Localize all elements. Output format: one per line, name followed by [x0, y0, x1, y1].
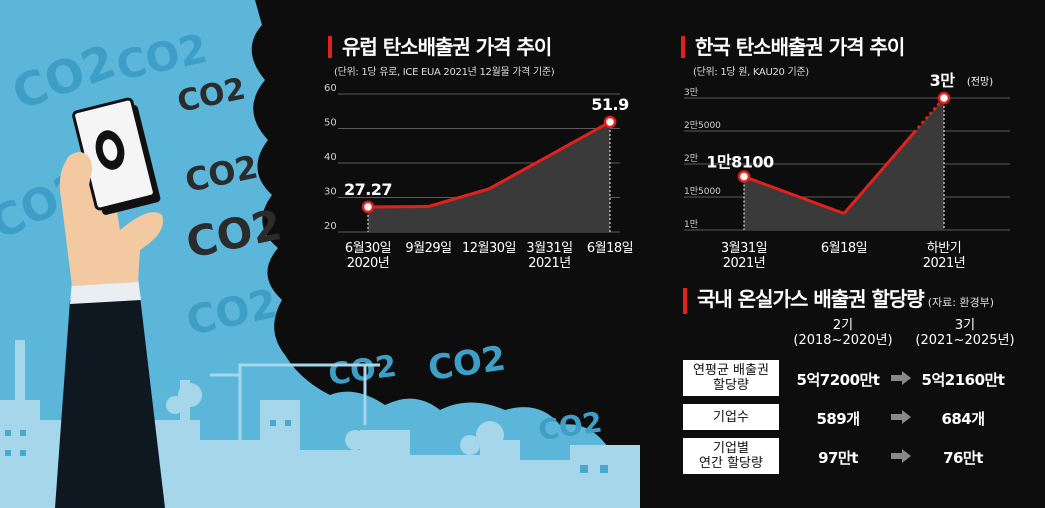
thumb — [64, 152, 92, 200]
eu-series-line — [488, 154, 551, 191]
building-window — [270, 420, 276, 426]
building — [480, 440, 520, 508]
kr-chart-title: 한국 탄소배출권 가격 추이 — [681, 36, 905, 58]
building-window — [600, 465, 608, 473]
smoke-puff — [178, 383, 202, 407]
eu-y-tick: 60 — [324, 83, 337, 94]
kr-y-tick: 1만5000 — [684, 186, 721, 197]
building-window — [5, 430, 11, 436]
eu-chart-subtitle: (단위: 1당 유로, ICE EUA 2021년 12월물 가격 기준) — [334, 67, 555, 78]
kr-y-tick: 2만5000 — [684, 120, 721, 131]
table-row: 기업수 589개 684개 — [683, 404, 1013, 430]
kr-y-tick: 2만 — [684, 153, 698, 164]
phase3-value: 684개 — [941, 410, 985, 428]
eu-y-tick: 20 — [324, 221, 337, 232]
kr-x-tick: 6월18일 — [821, 241, 867, 256]
arrow-right-icon — [891, 410, 911, 424]
table-row: 기업별 연간 할당량 97만t 76만t — [683, 438, 1013, 474]
kr-x-tick: 2021년 — [723, 256, 766, 271]
eu-data-point — [361, 200, 375, 214]
eu-x-tick: 2020년 — [347, 256, 390, 271]
eu-data-point — [603, 115, 617, 129]
phase2-value: 589개 — [816, 410, 860, 428]
kr-x-tick: 하반기 — [927, 241, 961, 256]
building-window — [285, 420, 291, 426]
kr-y-tick: 1만 — [684, 219, 698, 230]
kr-data-label: 1만8100 — [706, 153, 774, 172]
kr-series-line — [743, 175, 845, 215]
allocation-title: 국내 온실가스 배출권 할당량 (자료: 환경부) — [683, 288, 994, 314]
smoke-puff — [166, 396, 184, 414]
eu-x-tick: 12월30일 — [462, 241, 516, 256]
kr-y-tick: 3만 — [684, 87, 698, 98]
kr-chart-subtitle: (단위: 1당 원, KAU20 기준) — [693, 67, 809, 78]
eu-y-tick: 30 — [324, 187, 337, 198]
eu-x-tick: 6월30일 — [345, 241, 391, 256]
phase3-value: 5억2160만t — [921, 371, 1005, 389]
building-window — [580, 465, 588, 473]
smoke-puff — [476, 421, 504, 449]
eu-area — [368, 121, 610, 232]
eu-x-tick: 2021년 — [528, 256, 571, 271]
phase3-value: 76만t — [943, 449, 983, 467]
crane — [210, 363, 380, 508]
building — [360, 430, 410, 508]
kr-data-label: 3만 — [930, 71, 956, 90]
smoke-puff — [460, 435, 480, 455]
kr-area — [744, 98, 944, 230]
eu-data-label: 27.27 — [344, 180, 392, 199]
eu-y-tick: 40 — [324, 152, 337, 163]
arrow-right-icon — [891, 371, 911, 385]
building-window — [5, 450, 11, 456]
eu-data-label: 51.9 — [591, 95, 629, 114]
building-window — [20, 430, 26, 436]
eu-x-tick: 3월31일 — [526, 241, 572, 256]
kr-x-tick: 2021년 — [923, 256, 966, 271]
eu-series-line — [428, 187, 490, 208]
phase2-value: 97만t — [818, 449, 858, 467]
building — [410, 455, 480, 508]
building — [260, 400, 300, 508]
arrow-right-icon — [891, 449, 911, 463]
smoke-puff — [345, 430, 365, 450]
row-label: 연평균 배출권 할당량 — [683, 360, 779, 396]
column-header-phase3: 3기 (2021~2025년) — [915, 318, 1015, 348]
row-label: 기업수 — [683, 404, 779, 430]
building — [15, 340, 25, 410]
kr-forecast-line — [912, 97, 946, 134]
allocation-title-text: 국내 온실가스 배출권 할당량 — [697, 287, 925, 311]
eu-series-line — [548, 120, 611, 157]
building — [520, 460, 570, 508]
row-label: 기업별 연간 할당량 — [683, 438, 779, 474]
allocation-source: (자료: 환경부) — [927, 296, 995, 309]
suit-sleeve — [55, 296, 165, 508]
eu-x-tick: 6월18일 — [587, 241, 633, 256]
building — [200, 440, 260, 508]
banknotes — [72, 97, 161, 215]
building — [570, 445, 640, 508]
column-header-phase2: 2기 (2018~2020년) — [793, 318, 893, 348]
building-window — [20, 450, 26, 456]
eu-y-tick: 50 — [324, 118, 337, 129]
eu-x-tick: 9월29일 — [405, 241, 451, 256]
building — [300, 450, 360, 508]
kr-data-note: (전망) — [967, 76, 993, 88]
kr-x-tick: 3월31일 — [721, 241, 767, 256]
phase2-value: 5억7200만t — [796, 371, 880, 389]
table-row: 연평균 배출권 할당량 5억7200만t 5억2160만t — [683, 360, 1013, 396]
kr-data-point — [737, 170, 751, 183]
smoke-cloud — [251, 0, 1045, 508]
kr-data-point — [937, 91, 951, 105]
eu-chart-title: 유럽 탄소배출권 가격 추이 — [328, 36, 552, 58]
kr-series-line — [842, 131, 916, 215]
